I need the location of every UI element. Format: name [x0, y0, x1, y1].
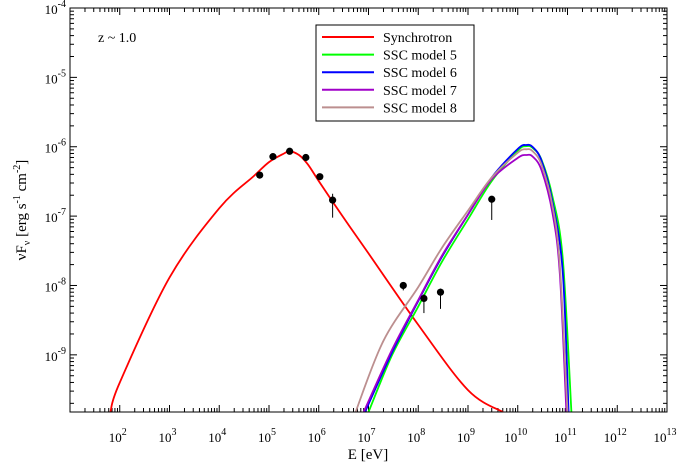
tick-labels: 102 103 104 105 106 107 108 109 1010 1011 1012 1013… — [45, 0, 677, 445]
x-tick-label: 1010 — [504, 427, 527, 445]
z-annotation: z ~ 1.0 — [98, 31, 136, 46]
data-point — [488, 195, 496, 203]
ssc-model-7-curve — [362, 153, 568, 412]
legend-label: SSC model 7 — [383, 84, 457, 99]
x-tick-label: 1011 — [554, 427, 577, 445]
data-point — [269, 153, 277, 161]
x-tick-label: 106 — [308, 427, 326, 445]
legend-label: SSC model 5 — [383, 49, 457, 64]
x-axis-title: E [eV] — [348, 447, 388, 463]
data-point — [329, 196, 337, 204]
data-point — [256, 171, 264, 179]
svg-text:νFν [erg s-1 cm-2]: νFν [erg s-1 cm-2] — [12, 160, 33, 261]
curves — [109, 143, 573, 412]
data-point — [420, 294, 428, 303]
legend-label: SSC model 8 — [383, 101, 457, 116]
data-point — [302, 153, 310, 162]
x-tick-label: 1012 — [604, 427, 627, 445]
data-points — [256, 147, 496, 314]
data-point — [316, 173, 324, 181]
ssc-model-8-curve — [354, 148, 569, 412]
y-tick-label: 10-9 — [45, 346, 66, 364]
plot-frame — [69, 7, 668, 413]
data-point — [399, 281, 407, 290]
y-tick-label: 10-5 — [45, 68, 66, 86]
x-tick-label: 103 — [159, 427, 177, 445]
y-axis-title: νFν [erg s-1 cm-2] — [12, 160, 33, 261]
x-tick-label: 102 — [109, 427, 127, 445]
x-tick-label: 107 — [358, 427, 376, 445]
y-tick-label: 10-7 — [45, 207, 66, 225]
x-tick-label: 104 — [208, 427, 226, 445]
synchrotron-curve — [109, 150, 504, 412]
x-tick-label: 108 — [407, 427, 425, 445]
data-point — [436, 288, 445, 296]
legend-label: SSC model 6 — [383, 66, 457, 81]
x-tick-label: 109 — [457, 427, 475, 445]
x-tick-label: 1013 — [654, 427, 677, 445]
data-point — [286, 147, 294, 155]
y-tick-label: 10-8 — [45, 276, 66, 294]
x-tick-label: 105 — [258, 427, 276, 445]
y-tick-label: 10-4 — [45, 0, 66, 17]
legend-label: Synchrotron — [383, 31, 452, 46]
ssc-model-5-curve — [367, 145, 573, 412]
y-tick-label: 10-6 — [45, 138, 66, 156]
axis-ticks — [69, 7, 668, 412]
legend: Synchrotron SSC model 5 SSC model 6 SSC mod… — [315, 24, 475, 122]
